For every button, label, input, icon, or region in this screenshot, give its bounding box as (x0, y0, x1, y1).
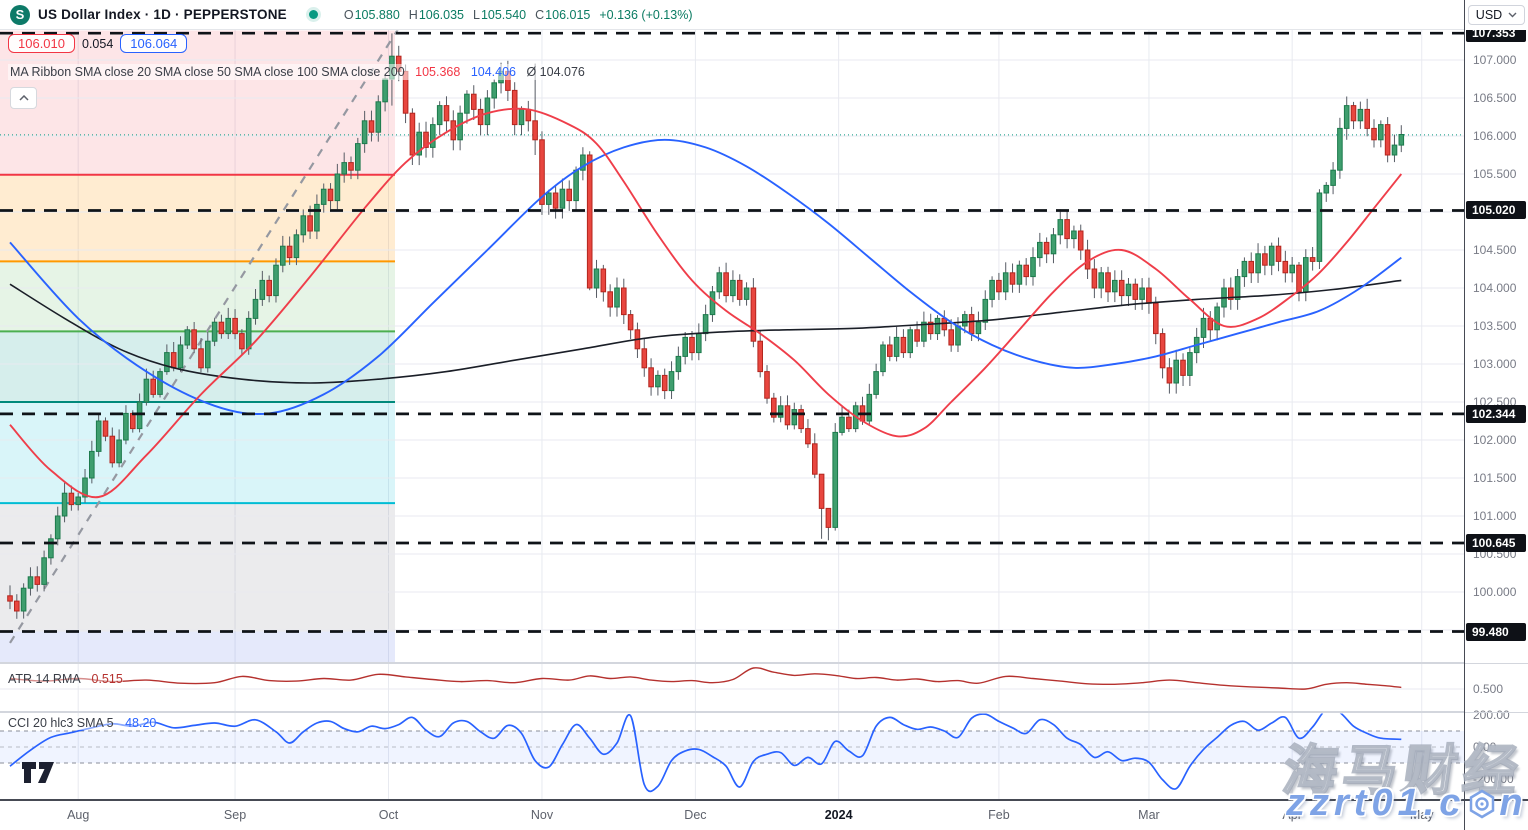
axis-corner (1464, 801, 1528, 830)
sma50-value: 104.406 (470, 65, 516, 79)
time-month-label: May (1409, 808, 1434, 822)
price-tick-label: 106.500 (1473, 91, 1517, 105)
time-axis[interactable]: Aug Sep Oct Nov Dec 2024 Feb Mar Apr May (0, 799, 1528, 830)
price-axis[interactable]: 107.000 106.500 106.000 105.500 104.500 104.0… (1464, 30, 1528, 799)
price-tick-label: 101.500 (1473, 471, 1517, 485)
level-price-label: 99.480 (1466, 622, 1526, 641)
symbol-title[interactable]: US Dollar Index · 1D · PEPPERSTONE (38, 7, 287, 22)
ohlc-readout: O 105.880 H 106.035 L 105.540 C 106.015 … (344, 8, 702, 22)
cci-tick-label: -200.00 (1473, 772, 1514, 786)
axis-pane-separator (1465, 712, 1528, 713)
time-month-label: 2024 (824, 808, 853, 822)
open-value: 105.880 (354, 7, 400, 22)
atr-value: 0.515 (91, 672, 123, 686)
time-month-label: Nov (530, 808, 554, 822)
axis-pane-separator (1465, 663, 1528, 664)
time-month-label: Feb (988, 808, 1010, 822)
cci-value: 48.20 (125, 716, 157, 730)
price-pane (0, 30, 1464, 663)
price-tick-label: 107.000 (1473, 53, 1517, 67)
chevron-up-icon (18, 95, 29, 101)
price-tick-label: 103.000 (1473, 357, 1517, 371)
atr-tick-label: 0.500 (1473, 682, 1504, 696)
cci-tick-label: 0.00 (1473, 740, 1497, 754)
price-label-blue[interactable]: 106.064 (120, 34, 188, 53)
atr-line (9, 667, 1402, 690)
level-price-label: 107.353 (1466, 30, 1526, 43)
sma20-value: 105.368 (415, 65, 461, 79)
low-label: L (473, 7, 480, 22)
level-price-label: 105.020 (1466, 201, 1526, 220)
price-tick-label: 101.000 (1473, 509, 1517, 523)
cci-legend[interactable]: CCI 20 hlc3 SMA 5 48.20 (8, 716, 157, 730)
tradingview-logo[interactable] (20, 759, 56, 790)
atr-legend[interactable]: ATR 14 RMA 0.515 (8, 672, 123, 686)
candlestick-series (7, 33, 1405, 619)
time-month-label: Dec (684, 808, 707, 822)
market-status-icon[interactable] (308, 10, 318, 19)
ma-ribbon-title: MA Ribbon SMA close 20 SMA close 50 SMA … (10, 65, 405, 79)
atr-title: ATR 14 RMA (8, 672, 81, 686)
price-range-legend: 106.010 0.054 106.064 (8, 34, 188, 53)
time-month-label: Aug (67, 808, 90, 822)
open-label: O (343, 7, 354, 22)
cci-title: CCI 20 hlc3 SMA 5 (8, 716, 114, 730)
sma-20-line (9, 107, 1403, 499)
cci-line (9, 713, 1402, 793)
level-price-label: 102.344 (1466, 404, 1526, 423)
price-diff-label: 0.054 (82, 36, 114, 51)
change-value: +0.136 (+0.13%) (599, 7, 693, 22)
price-tick-label: 104.500 (1473, 243, 1517, 257)
chart-svg[interactable] (0, 0, 1464, 799)
price-tick-label: 106.000 (1473, 129, 1517, 143)
cci-pane (0, 713, 1464, 793)
fib-zones (0, 30, 395, 663)
sma-50-line (9, 138, 1402, 415)
low-value: 105.540 (480, 7, 527, 22)
high-value: 106.035 (418, 7, 464, 22)
atr-pane (0, 667, 1464, 690)
time-month-label: Mar (1138, 808, 1160, 822)
currency-dropdown[interactable]: USD (1467, 5, 1526, 25)
sma-avg-value: Ø 104.076 (526, 65, 585, 79)
chevron-down-icon (1508, 12, 1517, 18)
price-tick-label: 103.500 (1473, 319, 1517, 333)
time-month-label: Oct (378, 808, 399, 822)
price-tick-label: 104.000 (1473, 281, 1517, 295)
time-month-label: Sep (223, 808, 247, 822)
cci-tick-label: 200.00 (1473, 708, 1510, 722)
toolbar: S US Dollar Index · 1D · PEPPERSTONE O 1… (0, 0, 1464, 30)
axis-top-cell: USD (1464, 0, 1528, 30)
key-level-lines (0, 31, 1464, 633)
pepperstone-logo-icon[interactable]: S (10, 4, 30, 25)
collapse-legend-button[interactable] (10, 87, 37, 109)
logo-letter: S (15, 7, 25, 22)
ma-ribbon-legend[interactable]: MA Ribbon SMA close 20 SMA close 50 SMA … (8, 64, 589, 80)
tradingview-logo-icon (22, 762, 54, 783)
high-label: H (408, 7, 418, 22)
currency-value: USD (1475, 8, 1503, 22)
close-value: 106.015 (545, 7, 591, 22)
close-label: C (535, 7, 545, 22)
price-tick-label: 100.000 (1473, 585, 1517, 599)
price-tick-label: 102.000 (1473, 433, 1517, 447)
price-tick-label: 105.500 (1473, 167, 1517, 181)
time-month-label: Apr (1282, 808, 1302, 822)
price-label-red[interactable]: 106.010 (8, 34, 75, 53)
level-price-label: 100.645 (1466, 533, 1526, 552)
